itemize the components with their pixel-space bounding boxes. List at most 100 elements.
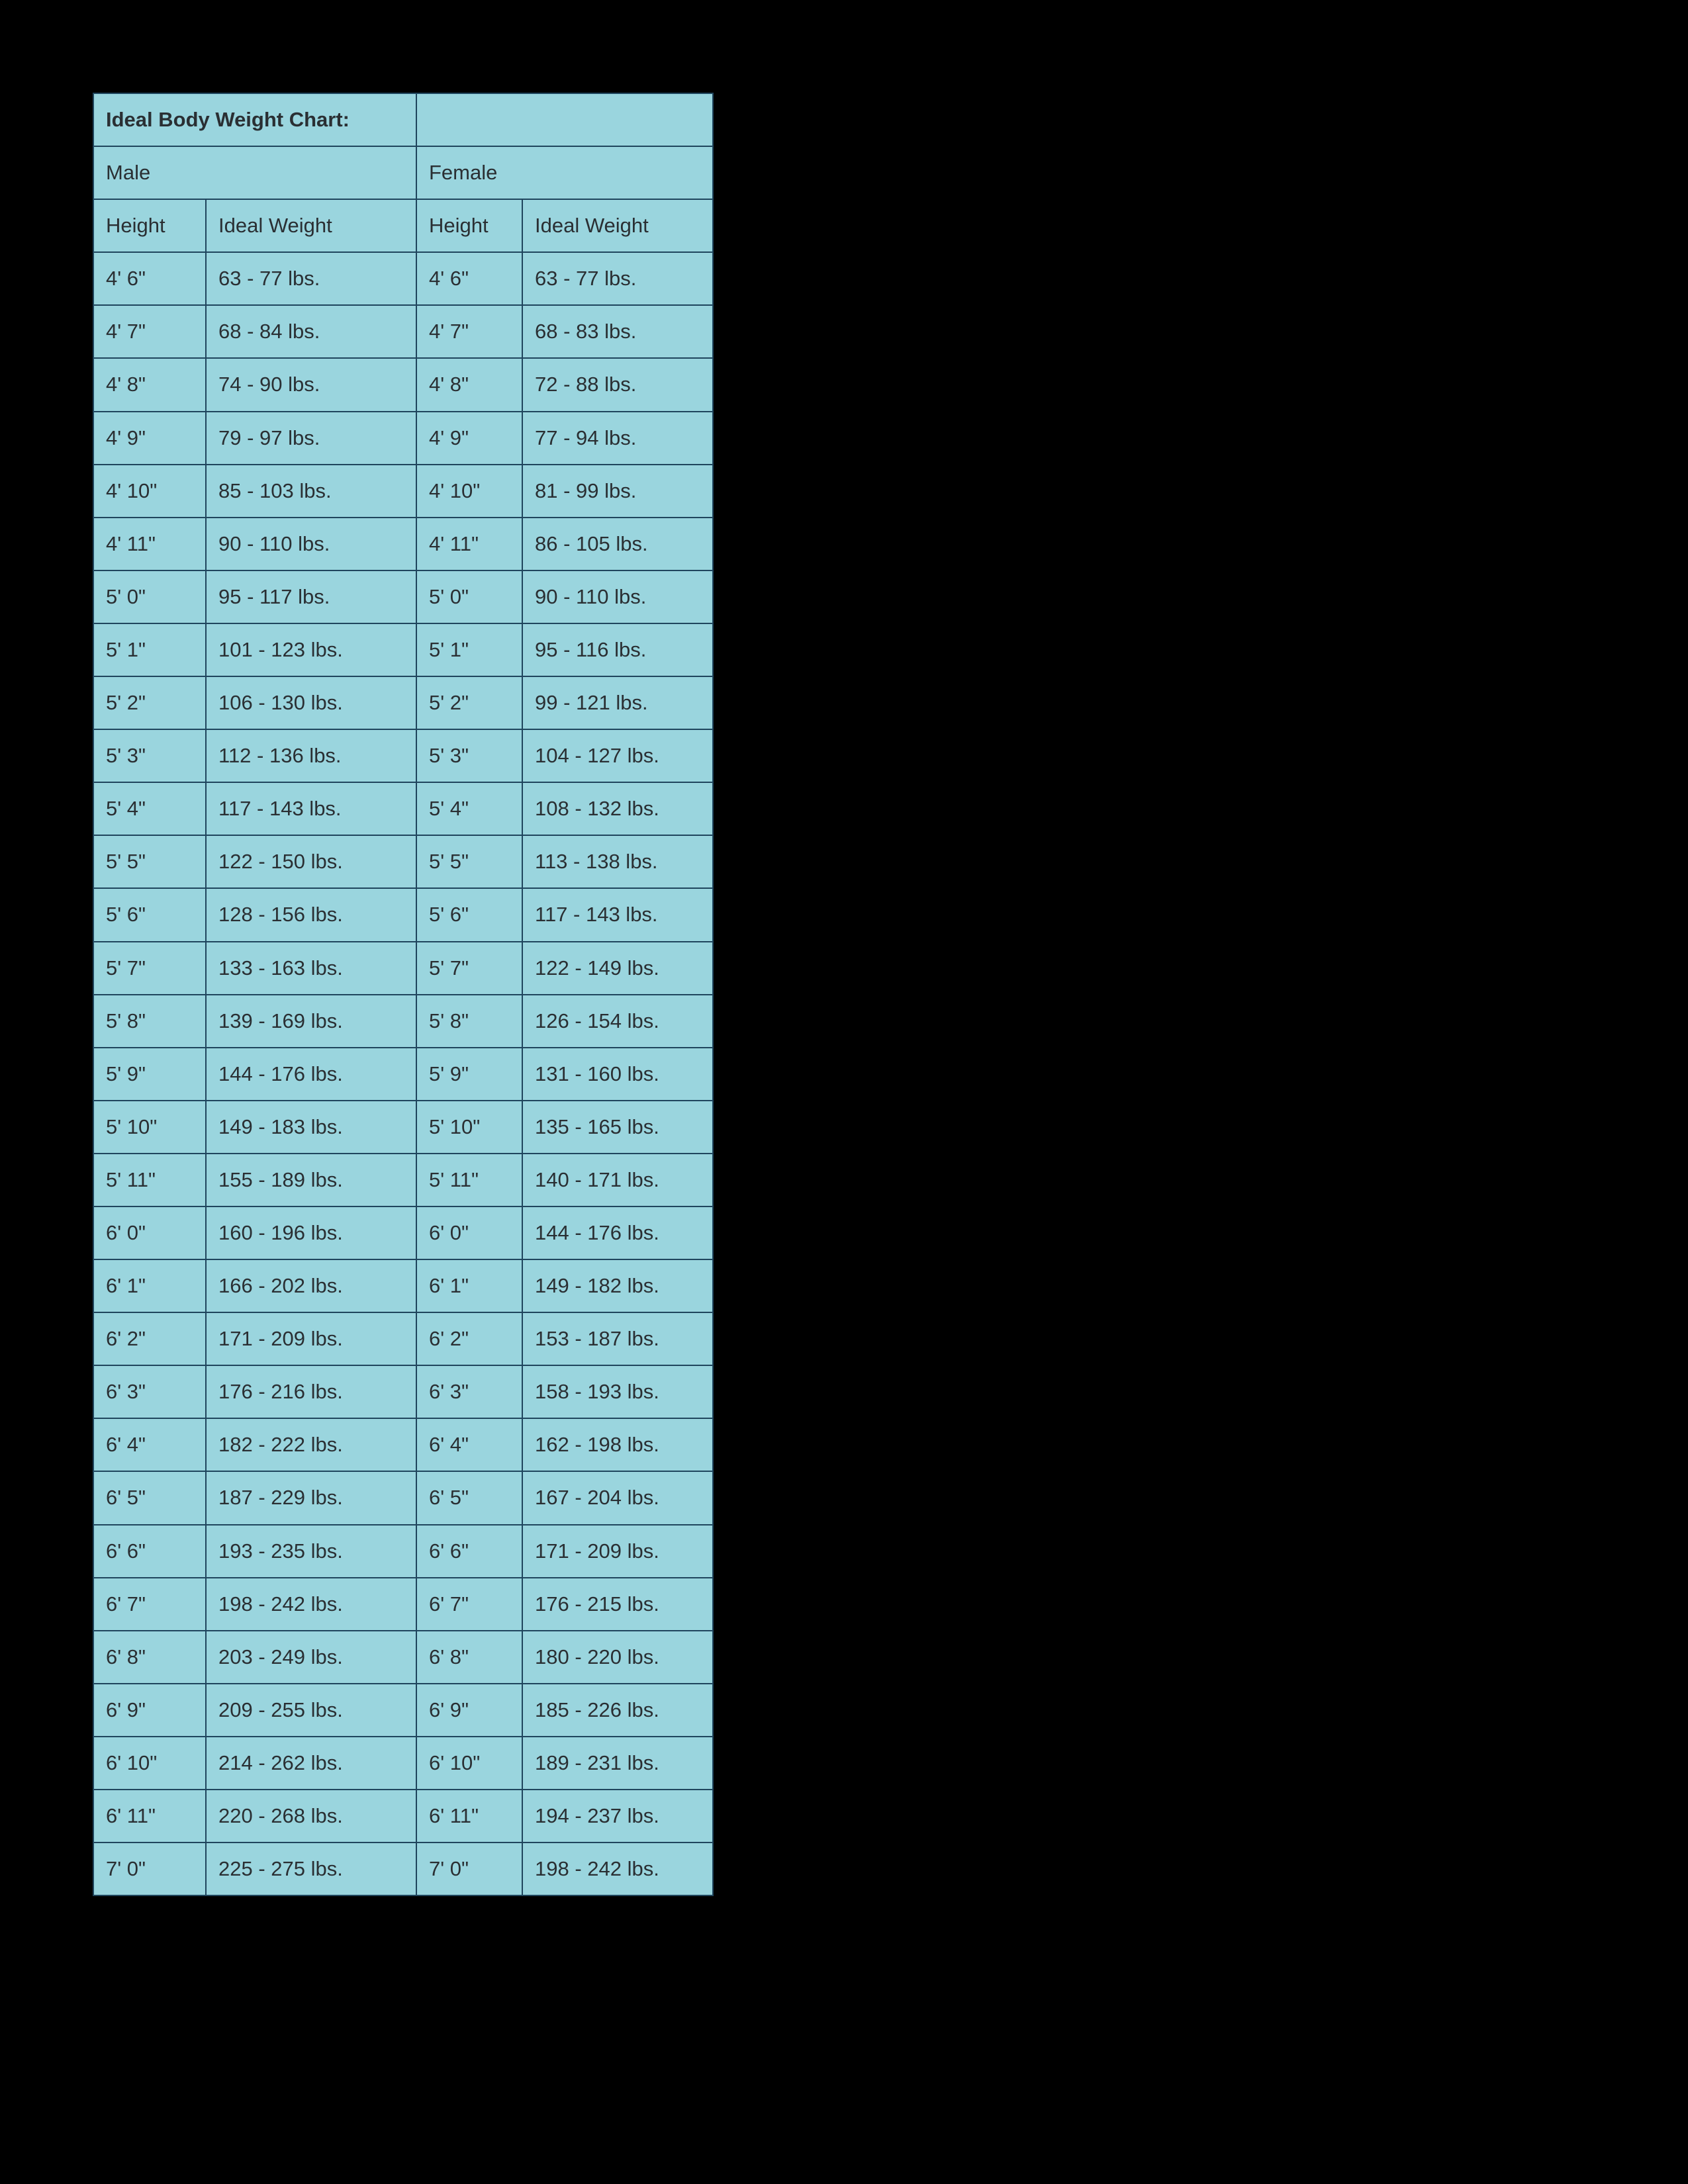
cell-female-weight: 189 - 231 lbs. — [522, 1737, 713, 1790]
cell-female-weight: 86 - 105 lbs. — [522, 518, 713, 570]
cell-female-height: 6' 9" — [416, 1684, 522, 1737]
cell-female-height: 6' 7" — [416, 1578, 522, 1631]
table-row: 5' 7"133 - 163 lbs.5' 7"122 - 149 lbs. — [93, 942, 713, 995]
cell-female-weight: 180 - 220 lbs. — [522, 1631, 713, 1684]
cell-female-weight: 81 - 99 lbs. — [522, 465, 713, 518]
cell-male-height: 5' 8" — [93, 995, 206, 1048]
cell-female-height: 4' 8" — [416, 358, 522, 411]
group-header-female: Female — [416, 146, 713, 199]
cell-male-height: 6' 9" — [93, 1684, 206, 1737]
cell-male-weight: 68 - 84 lbs. — [206, 305, 416, 358]
cell-female-height: 6' 2" — [416, 1312, 522, 1365]
table-row: 4' 11"90 - 110 lbs.4' 11"86 - 105 lbs. — [93, 518, 713, 570]
table-row: 6' 6"193 - 235 lbs.6' 6"171 - 209 lbs. — [93, 1525, 713, 1578]
table-row: 6' 3"176 - 216 lbs.6' 3"158 - 193 lbs. — [93, 1365, 713, 1418]
table-row: 6' 10"214 - 262 lbs.6' 10"189 - 231 lbs. — [93, 1737, 713, 1790]
cell-male-weight: 160 - 196 lbs. — [206, 1206, 416, 1259]
cell-female-height: 6' 1" — [416, 1259, 522, 1312]
cell-female-height: 5' 9" — [416, 1048, 522, 1101]
cell-female-weight: 113 - 138 lbs. — [522, 835, 713, 888]
cell-female-height: 4' 7" — [416, 305, 522, 358]
col-header-female-height: Height — [416, 199, 522, 252]
cell-male-height: 6' 1" — [93, 1259, 206, 1312]
cell-male-weight: 144 - 176 lbs. — [206, 1048, 416, 1101]
cell-male-height: 5' 2" — [93, 676, 206, 729]
cell-female-weight: 140 - 171 lbs. — [522, 1154, 713, 1206]
cell-male-weight: 117 - 143 lbs. — [206, 782, 416, 835]
cell-male-height: 6' 5" — [93, 1471, 206, 1524]
cell-male-height: 5' 10" — [93, 1101, 206, 1154]
cell-male-weight: 101 - 123 lbs. — [206, 623, 416, 676]
cell-male-height: 7' 0" — [93, 1843, 206, 1895]
table-row: 4' 8"74 - 90 lbs.4' 8"72 - 88 lbs. — [93, 358, 713, 411]
cell-female-weight: 117 - 143 lbs. — [522, 888, 713, 941]
cell-male-weight: 106 - 130 lbs. — [206, 676, 416, 729]
cell-male-height: 5' 7" — [93, 942, 206, 995]
cell-male-weight: 193 - 235 lbs. — [206, 1525, 416, 1578]
cell-female-height: 5' 4" — [416, 782, 522, 835]
table-row: 5' 3"112 - 136 lbs.5' 3"104 - 127 lbs. — [93, 729, 713, 782]
cell-male-height: 4' 6" — [93, 252, 206, 305]
cell-male-height: 6' 8" — [93, 1631, 206, 1684]
cell-male-weight: 171 - 209 lbs. — [206, 1312, 416, 1365]
cell-male-weight: 225 - 275 lbs. — [206, 1843, 416, 1895]
cell-male-height: 5' 3" — [93, 729, 206, 782]
cell-female-weight: 63 - 77 lbs. — [522, 252, 713, 305]
table-row: 5' 5"122 - 150 lbs.5' 5"113 - 138 lbs. — [93, 835, 713, 888]
cell-male-weight: 187 - 229 lbs. — [206, 1471, 416, 1524]
cell-female-weight: 162 - 198 lbs. — [522, 1418, 713, 1471]
cell-male-weight: 220 - 268 lbs. — [206, 1790, 416, 1843]
cell-female-height: 5' 6" — [416, 888, 522, 941]
cell-female-height: 6' 4" — [416, 1418, 522, 1471]
cell-female-height: 6' 8" — [416, 1631, 522, 1684]
cell-female-weight: 68 - 83 lbs. — [522, 305, 713, 358]
cell-male-weight: 85 - 103 lbs. — [206, 465, 416, 518]
table-row: 5' 4"117 - 143 lbs.5' 4"108 - 132 lbs. — [93, 782, 713, 835]
table-row: 5' 8"139 - 169 lbs.5' 8"126 - 154 lbs. — [93, 995, 713, 1048]
cell-male-weight: 122 - 150 lbs. — [206, 835, 416, 888]
cell-male-height: 5' 11" — [93, 1154, 206, 1206]
cell-female-weight: 77 - 94 lbs. — [522, 412, 713, 465]
cell-male-height: 5' 1" — [93, 623, 206, 676]
cell-female-height: 4' 11" — [416, 518, 522, 570]
cell-male-height: 4' 11" — [93, 518, 206, 570]
cell-female-weight: 144 - 176 lbs. — [522, 1206, 713, 1259]
cell-female-weight: 108 - 132 lbs. — [522, 782, 713, 835]
cell-male-weight: 63 - 77 lbs. — [206, 252, 416, 305]
table-row: 5' 10"149 - 183 lbs.5' 10"135 - 165 lbs. — [93, 1101, 713, 1154]
cell-male-height: 6' 4" — [93, 1418, 206, 1471]
table-row: 6' 0"160 - 196 lbs.6' 0"144 - 176 lbs. — [93, 1206, 713, 1259]
cell-female-weight: 126 - 154 lbs. — [522, 995, 713, 1048]
table-row: 5' 2"106 - 130 lbs.5' 2"99 - 121 lbs. — [93, 676, 713, 729]
cell-male-height: 5' 5" — [93, 835, 206, 888]
ideal-body-weight-chart: Ideal Body Weight Chart:MaleFemaleHeight… — [93, 93, 714, 1896]
cell-female-height: 6' 3" — [416, 1365, 522, 1418]
cell-male-height: 6' 11" — [93, 1790, 206, 1843]
group-header-male: Male — [93, 146, 416, 199]
cell-female-weight: 185 - 226 lbs. — [522, 1684, 713, 1737]
cell-female-weight: 122 - 149 lbs. — [522, 942, 713, 995]
cell-female-height: 5' 0" — [416, 570, 522, 623]
table-row: 4' 10"85 - 103 lbs.4' 10"81 - 99 lbs. — [93, 465, 713, 518]
cell-male-weight: 149 - 183 lbs. — [206, 1101, 416, 1154]
col-header-female-weight: Ideal Weight — [522, 199, 713, 252]
cell-male-weight: 128 - 156 lbs. — [206, 888, 416, 941]
title-blank — [416, 93, 713, 146]
cell-female-weight: 131 - 160 lbs. — [522, 1048, 713, 1101]
cell-female-height: 6' 6" — [416, 1525, 522, 1578]
cell-male-height: 4' 7" — [93, 305, 206, 358]
cell-male-height: 4' 8" — [93, 358, 206, 411]
cell-female-weight: 135 - 165 lbs. — [522, 1101, 713, 1154]
cell-female-height: 5' 10" — [416, 1101, 522, 1154]
cell-female-height: 5' 11" — [416, 1154, 522, 1206]
table-row: 6' 7"198 - 242 lbs.6' 7"176 - 215 lbs. — [93, 1578, 713, 1631]
cell-male-height: 5' 9" — [93, 1048, 206, 1101]
cell-male-weight: 74 - 90 lbs. — [206, 358, 416, 411]
cell-male-height: 6' 3" — [93, 1365, 206, 1418]
cell-female-height: 5' 8" — [416, 995, 522, 1048]
cell-male-weight: 214 - 262 lbs. — [206, 1737, 416, 1790]
cell-male-height: 6' 2" — [93, 1312, 206, 1365]
cell-male-weight: 198 - 242 lbs. — [206, 1578, 416, 1631]
cell-male-height: 6' 6" — [93, 1525, 206, 1578]
cell-male-weight: 209 - 255 lbs. — [206, 1684, 416, 1737]
